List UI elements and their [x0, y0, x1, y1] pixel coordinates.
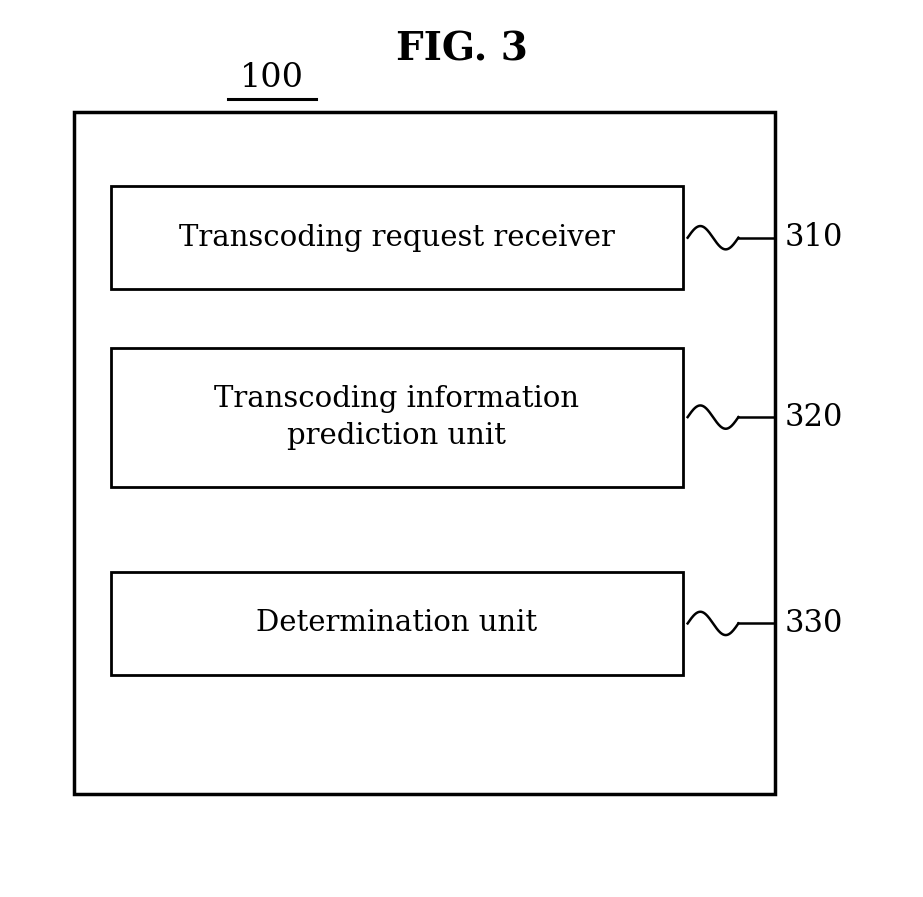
Text: 320: 320: [785, 402, 843, 432]
Text: 100: 100: [240, 62, 305, 94]
Text: 310: 310: [785, 222, 843, 253]
Text: Transcoding request receiver: Transcoding request receiver: [179, 223, 615, 252]
Text: Determination unit: Determination unit: [257, 609, 537, 638]
Text: 330: 330: [785, 608, 843, 639]
Bar: [111, 187, 683, 289]
Bar: [74, 112, 775, 794]
Text: FIG. 3: FIG. 3: [396, 30, 527, 68]
Bar: [111, 572, 683, 675]
Text: Transcoding information
prediction unit: Transcoding information prediction unit: [214, 385, 580, 449]
Bar: [111, 347, 683, 486]
